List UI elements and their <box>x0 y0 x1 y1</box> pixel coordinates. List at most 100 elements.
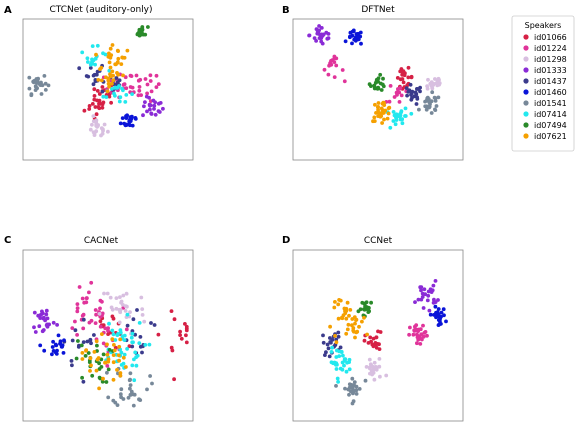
point-id01298 <box>124 291 129 296</box>
point-id01541 <box>118 392 123 397</box>
point-id01437 <box>88 66 93 70</box>
point-id01541 <box>148 374 153 378</box>
point-id01541 <box>119 387 124 392</box>
point-id07621 <box>379 114 384 118</box>
point-id01066 <box>93 105 98 109</box>
point-id01224 <box>394 90 399 95</box>
point-id01224 <box>89 280 94 285</box>
point-id01333 <box>420 295 425 299</box>
point-id07621 <box>112 343 116 347</box>
point-id01541 <box>352 380 357 384</box>
point-id01333 <box>326 32 331 36</box>
point-id01333 <box>431 283 436 288</box>
point-id01541 <box>137 397 142 402</box>
point-id01541 <box>425 96 430 101</box>
point-id01298 <box>368 371 372 376</box>
point-id01333 <box>318 34 323 38</box>
point-id07414 <box>113 86 117 90</box>
point-id01298 <box>426 77 430 82</box>
point-id07621 <box>80 357 85 361</box>
point-id07621 <box>92 350 97 354</box>
point-id01541 <box>145 387 149 392</box>
point-id01541 <box>111 398 116 403</box>
point-id07621 <box>94 339 99 344</box>
point-id07414 <box>86 60 90 64</box>
point-id07621 <box>350 323 354 328</box>
point-id01437 <box>138 335 143 339</box>
point-id01333 <box>158 101 163 105</box>
point-id01298 <box>377 357 382 361</box>
point-id01066 <box>406 75 411 80</box>
point-id01224 <box>392 95 397 99</box>
plot-frame-b <box>292 18 464 161</box>
point-id07414 <box>409 111 414 116</box>
point-id01541 <box>348 389 353 394</box>
point-id07414 <box>400 117 404 122</box>
point-id01224 <box>73 319 77 324</box>
point-id01298 <box>121 293 126 298</box>
point-id01437 <box>117 78 122 83</box>
point-id01541 <box>42 74 47 78</box>
point-id01541 <box>432 95 437 100</box>
point-id07621 <box>382 110 386 115</box>
point-id07414 <box>393 122 398 127</box>
point-id01541 <box>347 385 352 390</box>
point-id01224 <box>156 82 161 86</box>
point-id01437 <box>321 340 326 345</box>
point-id01541 <box>334 384 338 388</box>
point-id01460 <box>133 117 138 121</box>
point-id01298 <box>139 295 144 300</box>
point-id01066 <box>87 104 92 108</box>
point-id01298 <box>372 360 377 365</box>
point-id01437 <box>415 95 419 100</box>
point-id01437 <box>81 379 86 384</box>
point-id01437 <box>323 353 327 357</box>
point-id01541 <box>119 395 123 400</box>
point-id01066 <box>97 92 102 96</box>
point-id01333 <box>44 312 49 317</box>
point-id01066 <box>111 316 116 321</box>
point-id01224 <box>123 75 128 80</box>
point-id07621 <box>99 78 104 83</box>
point-id01224 <box>94 312 98 317</box>
point-id01437 <box>414 102 419 106</box>
point-id01460 <box>428 312 433 317</box>
point-id07414 <box>122 333 127 338</box>
point-id01298 <box>99 126 104 131</box>
point-id07414 <box>118 95 123 100</box>
point-id01333 <box>436 298 440 302</box>
point-id07414 <box>337 349 342 354</box>
point-id07621 <box>105 89 110 94</box>
point-id01066 <box>399 67 404 71</box>
point-id01066 <box>109 100 113 105</box>
point-id07414 <box>104 95 109 99</box>
point-id01224 <box>388 84 393 88</box>
point-id07494 <box>366 305 371 310</box>
point-id07621 <box>372 115 377 120</box>
point-id07414 <box>122 352 127 357</box>
point-id01224 <box>399 93 404 98</box>
legend-marker-id01541 <box>523 100 529 106</box>
point-id01298 <box>90 122 94 127</box>
point-id01333 <box>325 36 330 41</box>
point-id07621 <box>118 371 123 375</box>
point-id01333 <box>153 112 158 117</box>
point-id01333 <box>44 308 49 313</box>
point-id01224 <box>124 86 129 91</box>
point-id01333 <box>55 323 59 327</box>
point-id01460 <box>441 307 446 312</box>
point-id07621 <box>336 302 341 307</box>
point-id07621 <box>344 331 349 336</box>
legend-marker-id07621 <box>523 133 529 139</box>
point-id07494 <box>90 373 95 378</box>
point-id07414 <box>344 369 349 374</box>
point-id07621 <box>353 321 357 326</box>
point-id01298 <box>371 369 375 374</box>
point-id07621 <box>119 62 124 66</box>
point-id01066 <box>371 336 376 341</box>
point-id01224 <box>326 72 331 77</box>
point-id01298 <box>109 305 114 310</box>
point-id07621 <box>347 313 351 318</box>
point-id07414 <box>342 363 346 368</box>
point-id01224 <box>98 314 103 319</box>
